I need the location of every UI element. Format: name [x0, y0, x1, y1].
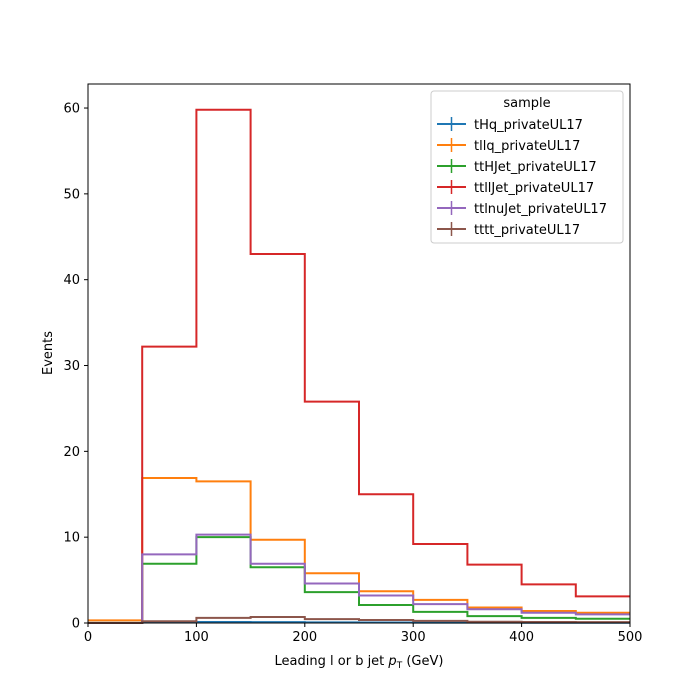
y-tick-label: 10 — [63, 531, 80, 546]
legend: sample tHq_privateUL17 tllq_privateUL17tt… — [430, 90, 624, 244]
y-tick-label: 50 — [63, 187, 80, 202]
x-tick-label: 500 — [618, 630, 643, 645]
legend-entry: ttlnuJet_privateUL17 — [437, 201, 607, 217]
x-tick-label: 200 — [292, 630, 317, 645]
y-tick-label: 40 — [63, 273, 80, 288]
x-tick-label: 100 — [184, 630, 209, 645]
x-axis-label: Leading l or b jet pT (GeV) — [275, 654, 444, 671]
x-axis: 0 100 200 300 400 500 — [84, 623, 643, 645]
y-tick-label: 30 — [63, 359, 80, 374]
series-line-4 — [88, 533, 630, 624]
legend-label: ttlnuJet_privateUL17 — [474, 202, 607, 217]
x-tick-label: 300 — [401, 630, 426, 645]
legend-title: sample — [503, 96, 550, 111]
y-tick-label: 20 — [63, 445, 80, 460]
series-layer — [88, 108, 630, 624]
legend-entry: ttllJet_privateUL17 — [437, 180, 594, 196]
legend-entry: tHq_privateUL17 — [437, 117, 583, 133]
series-line-5 — [88, 615, 630, 624]
y-tick-label: 60 — [63, 102, 80, 117]
legend-entry: tttt_privateUL17 — [437, 222, 580, 238]
legend-label: tHq_privateUL17 — [474, 118, 583, 133]
legend-entry: ttHJet_privateUL17 — [437, 159, 597, 175]
legend-label: ttHJet_privateUL17 — [474, 160, 597, 175]
series-line-2 — [88, 536, 630, 624]
y-axis: 0 10 20 30 40 50 60 — [63, 102, 88, 632]
legend-entry: tllq_privateUL17 — [437, 138, 580, 154]
x-tick-label: 0 — [84, 630, 92, 645]
series-line-3 — [88, 108, 630, 624]
legend-label: ttllJet_privateUL17 — [474, 181, 594, 196]
legend-label: tllq_privateUL17 — [474, 139, 580, 154]
y-tick-label: 0 — [72, 617, 80, 632]
x-tick-label: 400 — [509, 630, 534, 645]
legend-box — [430, 90, 624, 244]
plot-frame — [87, 83, 631, 624]
legend-label: tttt_privateUL17 — [474, 223, 580, 238]
legend-entries: tHq_privateUL17 tllq_privateUL17 ttHJet_pr… — [437, 117, 607, 238]
y-axis-label: Events — [41, 331, 56, 375]
